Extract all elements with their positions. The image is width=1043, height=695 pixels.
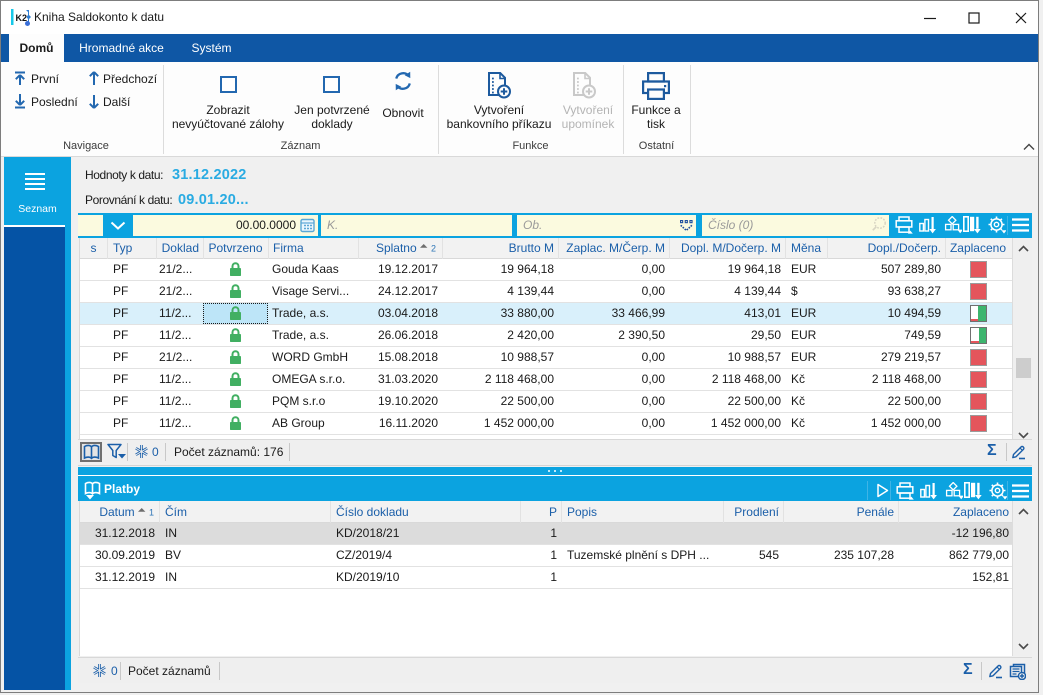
svg-text:1: 1 bbox=[149, 508, 154, 517]
svg-text:K2: K2 bbox=[16, 13, 28, 23]
svg-text:2: 2 bbox=[431, 244, 436, 253]
